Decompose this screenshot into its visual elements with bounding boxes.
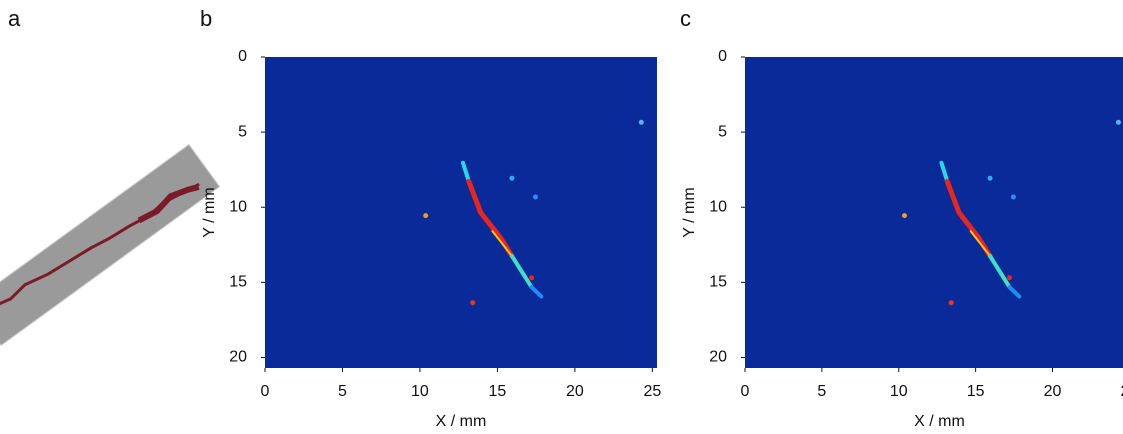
signal-spot [1007,275,1013,281]
y-axis-label: Y / mm [681,187,698,237]
specimen-edge [0,143,221,347]
signal-spot [470,300,476,306]
y-tick-label: 20 [709,349,727,366]
y-tick-label: 0 [718,48,727,65]
x-tick-label: 25 [1120,383,1123,400]
y-tick-label: 15 [229,274,247,291]
image-field [265,57,657,368]
image-field [745,57,1123,368]
y-tick-label: 15 [709,274,727,291]
signal-spot [948,300,954,306]
x-axis-label: X / mm [914,413,965,430]
crack-signal [460,160,471,184]
signal-spot [638,119,644,125]
x-tick-label: 15 [489,383,507,400]
x-axis-label: X / mm [436,413,487,430]
x-tick-label: 25 [643,383,661,400]
y-tick-label: 5 [718,123,727,140]
crack-signal [944,178,993,259]
signal-spot [901,213,907,219]
x-tick-label: 20 [1044,383,1062,400]
crack-signal [509,254,534,290]
signal-spot [509,175,515,181]
crack-signal [466,178,515,259]
crack-signal [491,230,513,258]
y-tick-label: 0 [238,48,247,65]
crack-signal [529,285,544,299]
crack-signal [1007,285,1022,299]
panel-label: c [680,6,691,31]
x-tick-label: 0 [261,383,270,400]
signal-spot [423,213,429,219]
crack-signal [969,230,992,258]
x-tick-label: 0 [741,383,750,400]
crack-signal [939,160,950,184]
y-tick-label: 10 [709,198,727,215]
specimen [0,144,220,346]
y-axis-label: Y / mm [201,187,218,237]
x-tick-label: 5 [817,383,826,400]
y-tick-label: 20 [229,349,247,366]
panel-label: b [200,6,212,31]
crack-wide [137,184,200,224]
signal-spot [1115,119,1121,125]
panel-label: a [8,6,21,31]
signal-spot [1010,194,1016,200]
y-tick-label: 5 [238,123,247,140]
signal-spot [529,275,535,281]
y-tick-label: 10 [229,198,247,215]
specimen-photo [0,143,221,347]
signal-spot [532,194,538,200]
x-tick-label: 10 [411,383,429,400]
x-tick-label: 15 [967,383,985,400]
x-tick-label: 20 [566,383,584,400]
x-tick-label: 10 [890,383,908,400]
x-tick-label: 5 [338,383,347,400]
crack-signal [988,254,1012,290]
signal-spot [987,175,993,181]
